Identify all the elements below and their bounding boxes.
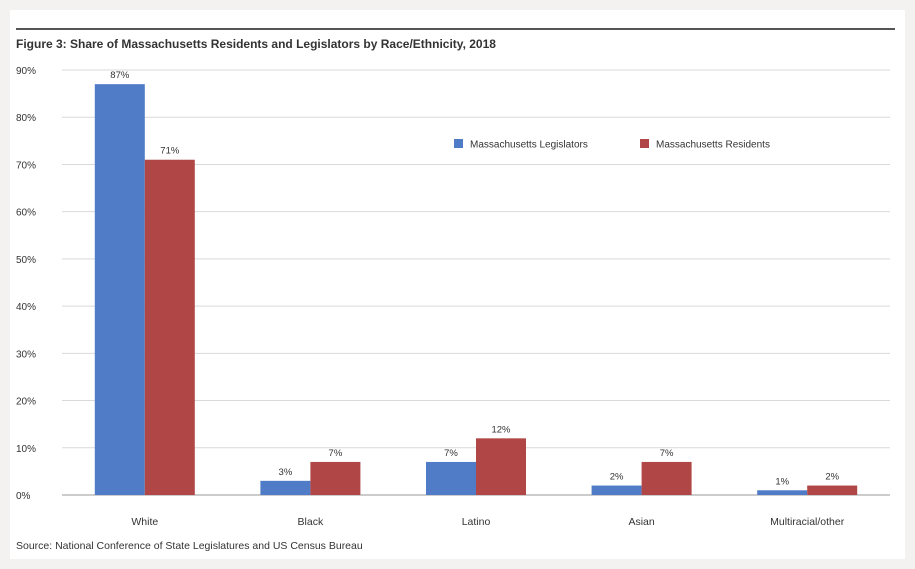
data-label: 12% [491,424,511,435]
data-label: 71% [160,146,180,157]
data-label: 2% [825,472,839,483]
category-label: White [131,516,158,528]
legend-swatch [640,139,649,148]
source-note: Source: National Conference of State Leg… [16,540,363,552]
y-tick-label: 50% [16,255,36,266]
category-label: Black [298,516,324,528]
y-tick-label: 0% [16,491,31,502]
y-tick-label: 90% [16,66,36,77]
data-label: 87% [110,70,130,81]
y-tick-label: 70% [16,160,36,171]
bar [807,485,858,495]
category-label: Multiracial/other [770,516,845,528]
bar [310,461,361,495]
data-label: 1% [775,476,789,487]
y-tick-label: 10% [16,444,36,455]
top-rule [16,28,895,30]
y-tick-label: 60% [16,208,36,219]
data-label: 2% [610,472,624,483]
y-tick-label: 20% [16,397,36,408]
category-label: Asian [628,516,654,528]
y-tick-label: 80% [16,113,36,124]
bar [144,159,195,495]
y-tick-label: 40% [16,302,36,313]
bar [426,461,476,495]
legend-label: Massachusetts Residents [656,140,770,151]
data-label: 3% [279,467,293,478]
legend-swatch [454,139,463,148]
bar-chart: 0% 10% 20% 30% 40% 50% 60% 70% 80% 90% 87% 71% White… [16,66,890,528]
figure-title: Figure 3: Share of Massachusetts Residen… [16,37,496,51]
data-label: 7% [660,448,674,459]
figure-panel: Figure 3: Share of Massachusetts Residen… [10,10,905,559]
category-label: Latino [462,516,491,528]
legend-label: Massachusetts Legislators [470,140,588,151]
data-label: 7% [444,448,458,459]
bar [260,480,311,495]
bar [757,490,808,495]
bar [591,485,642,495]
y-tick-label: 30% [16,349,36,360]
bar [641,461,692,495]
bar [94,84,145,496]
bar [476,438,526,495]
data-label: 7% [329,448,343,459]
